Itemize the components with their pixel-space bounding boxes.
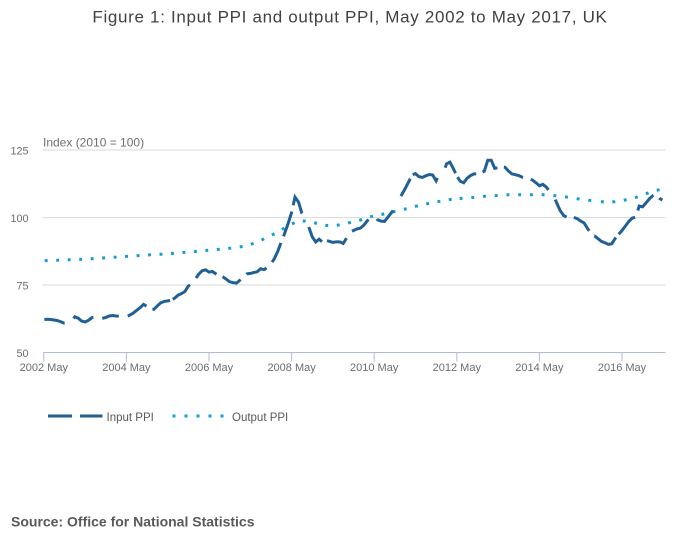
svg-text:Input PPI: Input PPI <box>107 412 154 424</box>
svg-text:2012 May: 2012 May <box>433 362 482 374</box>
svg-text:2010 May: 2010 May <box>350 362 399 374</box>
svg-text:2004 May: 2004 May <box>102 362 151 374</box>
svg-text:Figure 1: Input PPI and output: Figure 1: Input PPI and output PPI, May … <box>92 8 607 27</box>
svg-text:2014 May: 2014 May <box>515 362 564 374</box>
svg-text:50: 50 <box>16 348 28 360</box>
svg-text:Source: Office for National St: Source: Office for National Statistics <box>11 514 255 530</box>
svg-text:125: 125 <box>10 146 28 158</box>
svg-text:100: 100 <box>10 213 28 225</box>
svg-text:Output PPI: Output PPI <box>232 412 288 424</box>
svg-text:75: 75 <box>16 281 28 293</box>
svg-text:2008 May: 2008 May <box>267 362 316 374</box>
svg-text:2016 May: 2016 May <box>598 362 647 374</box>
svg-text:Index (2010 = 100): Index (2010 = 100) <box>43 136 144 150</box>
svg-text:2002 May: 2002 May <box>20 362 69 374</box>
svg-text:2006 May: 2006 May <box>185 362 234 374</box>
